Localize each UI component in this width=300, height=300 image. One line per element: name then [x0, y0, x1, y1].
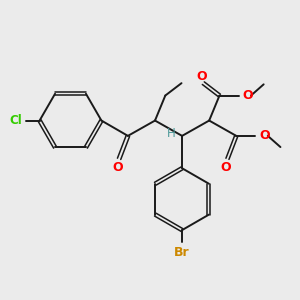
Text: O: O [196, 70, 207, 83]
Text: H: H [167, 127, 175, 140]
Text: Br: Br [174, 246, 190, 259]
Text: O: O [221, 160, 231, 174]
Text: O: O [112, 160, 123, 174]
Text: O: O [242, 89, 253, 102]
Text: O: O [259, 129, 270, 142]
Text: Cl: Cl [9, 114, 22, 127]
